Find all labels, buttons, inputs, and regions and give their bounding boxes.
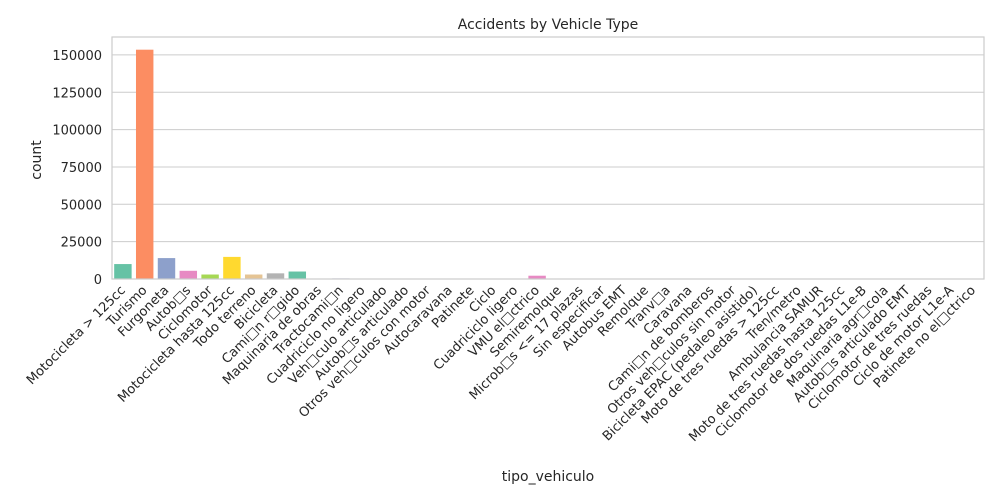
- plot-frame: [112, 37, 984, 279]
- y-tick-labels: 0 25000 50000 75000 100000 125000 150000: [52, 49, 102, 288]
- x-axis-label: tipo_vehiculo: [502, 469, 595, 485]
- bar: [201, 275, 218, 279]
- bar: [223, 257, 240, 279]
- y-tick-label: 150000: [52, 49, 102, 64]
- y-tick-label: 25000: [61, 236, 102, 251]
- y-tick-label: 50000: [61, 198, 102, 213]
- bar: [158, 258, 175, 279]
- x-tick-label: Motocicleta > 125cc: [24, 283, 129, 388]
- plot-border: [112, 37, 984, 279]
- y-axis-label: count: [29, 140, 45, 180]
- bar: [267, 273, 284, 279]
- bar: [180, 271, 197, 279]
- bar: [245, 275, 262, 279]
- x-tick-labels: Motocicleta > 125ccTurismoFurgonetaAutob…: [24, 283, 979, 445]
- y-tick-label: 125000: [52, 86, 102, 101]
- chart-title: Accidents by Vehicle Type: [458, 17, 639, 33]
- y-tick-label: 0: [94, 273, 102, 288]
- y-tick-label: 100000: [52, 124, 102, 139]
- gridlines: [112, 55, 984, 279]
- bars: [114, 50, 982, 279]
- bar: [114, 264, 131, 279]
- y-tick-label: 75000: [61, 161, 102, 176]
- bar: [136, 50, 153, 279]
- bar: [289, 272, 306, 279]
